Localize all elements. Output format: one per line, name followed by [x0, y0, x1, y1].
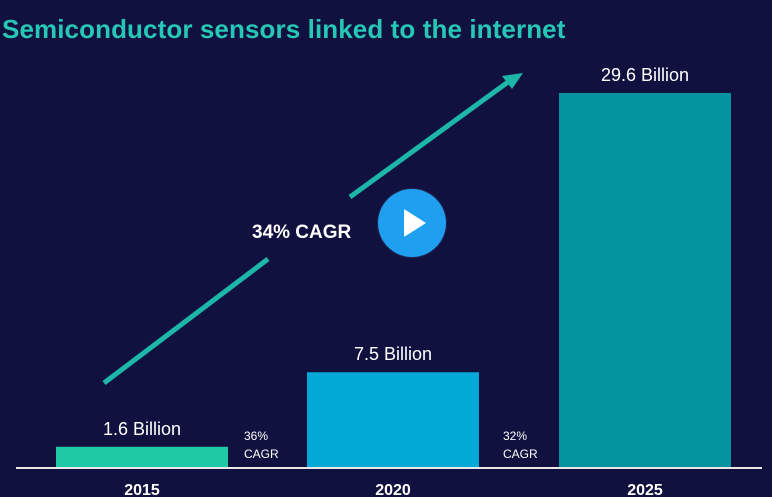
chart-title: Semiconductor sensors linked to the inte…: [2, 14, 566, 44]
bar-2015: [56, 446, 228, 467]
growth-arrow-head: [502, 73, 523, 89]
x-tick-labels: 2015 2020 2025: [124, 482, 663, 497]
value-labels: 1.6 Billion 7.5 Billion 29.6 Billion: [103, 65, 689, 439]
x-tick-2020: 2020: [375, 482, 411, 497]
cagr-2015-2020-line-2: CAGR: [244, 447, 279, 461]
cagr-2020-2025-line-2: CAGR: [503, 447, 538, 461]
cagr-annotations: 36% CAGR 32% CAGR: [244, 429, 538, 461]
cagr-2015-2020-line-1: 36%: [244, 429, 268, 443]
growth-arrow-group: 34% CAGR: [102, 73, 523, 385]
play-icon: [404, 209, 426, 237]
bars-layer: [56, 93, 731, 467]
x-tick-2025: 2025: [627, 482, 663, 497]
growth-arrow-upper-segment: [348, 79, 510, 200]
growth-arrow-lower-segment: [102, 257, 270, 385]
cagr-2020-2025-line-1: 32%: [503, 429, 527, 443]
bar-2025: [559, 93, 731, 467]
bar-2020: [307, 372, 479, 467]
x-tick-2015: 2015: [124, 482, 160, 497]
play-button[interactable]: [378, 189, 446, 257]
value-label-2025: 29.6 Billion: [601, 65, 689, 85]
overall-cagr-label: 34% CAGR: [252, 222, 352, 243]
value-label-2015: 1.6 Billion: [103, 419, 181, 439]
value-label-2020: 7.5 Billion: [354, 344, 432, 364]
